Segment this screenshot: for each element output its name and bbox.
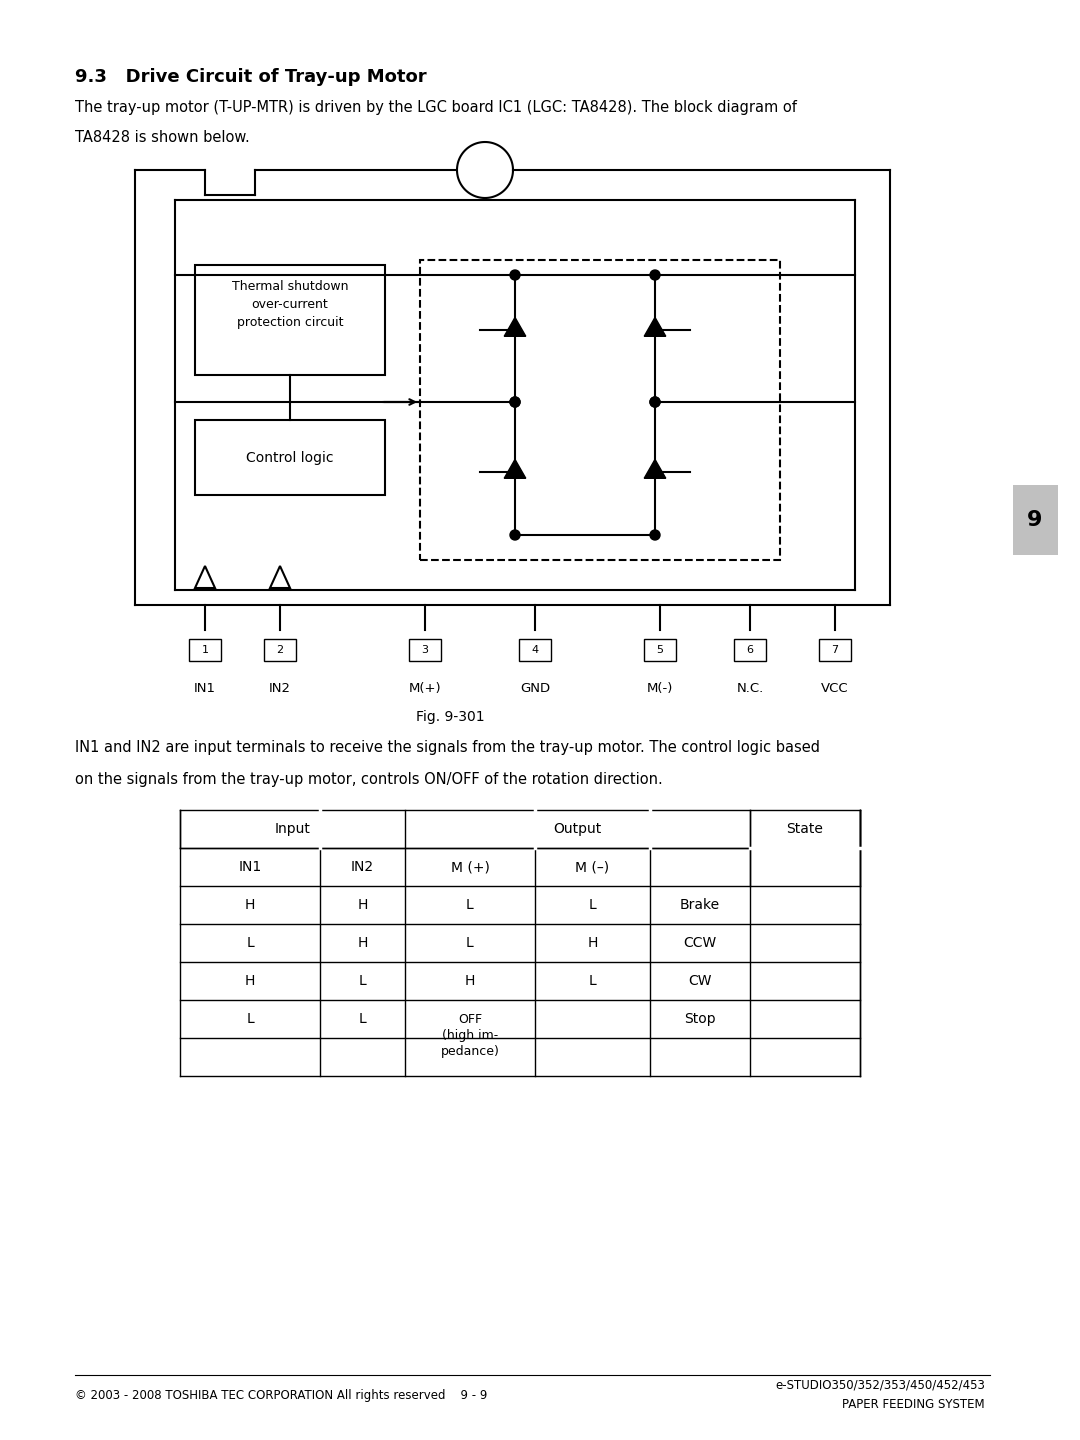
Circle shape bbox=[510, 530, 519, 540]
Text: H: H bbox=[357, 899, 367, 912]
Text: 2: 2 bbox=[276, 645, 284, 655]
FancyBboxPatch shape bbox=[734, 639, 766, 661]
Text: IN2: IN2 bbox=[269, 683, 291, 696]
Text: 4: 4 bbox=[531, 645, 539, 655]
Polygon shape bbox=[195, 566, 215, 588]
Text: on the signals from the tray-up motor, controls ON/OFF of the rotation direction: on the signals from the tray-up motor, c… bbox=[75, 772, 663, 788]
Text: CCW: CCW bbox=[684, 936, 717, 950]
Circle shape bbox=[510, 271, 519, 279]
Polygon shape bbox=[644, 459, 665, 478]
Text: Control logic: Control logic bbox=[246, 451, 334, 465]
Polygon shape bbox=[504, 459, 526, 478]
Text: The tray-up motor (T-UP-MTR) is driven by the LGC board IC1 (LGC: TA8428). The b: The tray-up motor (T-UP-MTR) is driven b… bbox=[75, 99, 797, 115]
Text: Brake: Brake bbox=[680, 899, 720, 912]
Text: Stop: Stop bbox=[685, 1012, 716, 1025]
FancyBboxPatch shape bbox=[819, 639, 851, 661]
Circle shape bbox=[510, 397, 519, 408]
Polygon shape bbox=[504, 317, 526, 337]
Text: CW: CW bbox=[688, 973, 712, 988]
Text: 9: 9 bbox=[1027, 510, 1042, 530]
Text: Output: Output bbox=[553, 822, 602, 837]
Text: OFF
(high im-
pedance): OFF (high im- pedance) bbox=[441, 1014, 499, 1058]
Text: M(+): M(+) bbox=[408, 683, 442, 696]
Text: H: H bbox=[245, 899, 255, 912]
Text: L: L bbox=[246, 936, 254, 950]
Text: L: L bbox=[467, 936, 474, 950]
Text: L: L bbox=[359, 1012, 366, 1025]
Text: Fig. 9-301: Fig. 9-301 bbox=[416, 710, 484, 724]
Text: L: L bbox=[589, 973, 596, 988]
Polygon shape bbox=[270, 566, 291, 588]
Text: IN1: IN1 bbox=[239, 860, 261, 874]
FancyBboxPatch shape bbox=[189, 639, 221, 661]
Text: Input: Input bbox=[274, 822, 310, 837]
Text: GND: GND bbox=[519, 683, 550, 696]
Text: N.C.: N.C. bbox=[737, 683, 764, 696]
Text: L: L bbox=[246, 1012, 254, 1025]
FancyBboxPatch shape bbox=[420, 261, 780, 560]
FancyBboxPatch shape bbox=[195, 265, 384, 374]
Text: © 2003 - 2008 TOSHIBA TEC CORPORATION All rights reserved    9 - 9: © 2003 - 2008 TOSHIBA TEC CORPORATION Al… bbox=[75, 1388, 487, 1401]
Text: L: L bbox=[589, 899, 596, 912]
Circle shape bbox=[650, 271, 660, 279]
Text: 7: 7 bbox=[832, 645, 838, 655]
FancyBboxPatch shape bbox=[264, 639, 296, 661]
FancyBboxPatch shape bbox=[644, 639, 676, 661]
Text: H: H bbox=[588, 936, 597, 950]
Polygon shape bbox=[644, 317, 665, 337]
Text: H: H bbox=[245, 973, 255, 988]
Text: 1: 1 bbox=[202, 645, 208, 655]
Text: L: L bbox=[467, 899, 474, 912]
FancyBboxPatch shape bbox=[1013, 485, 1057, 554]
Text: e-STUDIO350/352/353/450/452/453: e-STUDIO350/352/353/450/452/453 bbox=[775, 1378, 985, 1391]
Text: L: L bbox=[359, 973, 366, 988]
FancyBboxPatch shape bbox=[409, 639, 441, 661]
FancyBboxPatch shape bbox=[519, 639, 551, 661]
Text: M(-): M(-) bbox=[647, 683, 673, 696]
Text: 5: 5 bbox=[657, 645, 663, 655]
FancyBboxPatch shape bbox=[195, 420, 384, 495]
Text: H: H bbox=[464, 973, 475, 988]
Text: IN1 and IN2 are input terminals to receive the signals from the tray-up motor. T: IN1 and IN2 are input terminals to recei… bbox=[75, 740, 820, 755]
Text: Thermal shutdown
over-current
protection circuit: Thermal shutdown over-current protection… bbox=[232, 279, 348, 328]
Text: 6: 6 bbox=[746, 645, 754, 655]
Text: M (–): M (–) bbox=[576, 860, 609, 874]
Text: VCC: VCC bbox=[821, 683, 849, 696]
Text: IN1: IN1 bbox=[194, 683, 216, 696]
Text: IN2: IN2 bbox=[351, 860, 374, 874]
Text: State: State bbox=[786, 822, 823, 837]
Text: H: H bbox=[357, 936, 367, 950]
Text: 3: 3 bbox=[421, 645, 429, 655]
Text: M (+): M (+) bbox=[450, 860, 489, 874]
Circle shape bbox=[650, 397, 660, 408]
Text: PAPER FEEDING SYSTEM: PAPER FEEDING SYSTEM bbox=[842, 1398, 985, 1411]
Text: 9.3   Drive Circuit of Tray-up Motor: 9.3 Drive Circuit of Tray-up Motor bbox=[75, 68, 427, 86]
Circle shape bbox=[650, 530, 660, 540]
Circle shape bbox=[510, 397, 519, 408]
Text: TA8428 is shown below.: TA8428 is shown below. bbox=[75, 130, 249, 145]
Circle shape bbox=[650, 397, 660, 408]
